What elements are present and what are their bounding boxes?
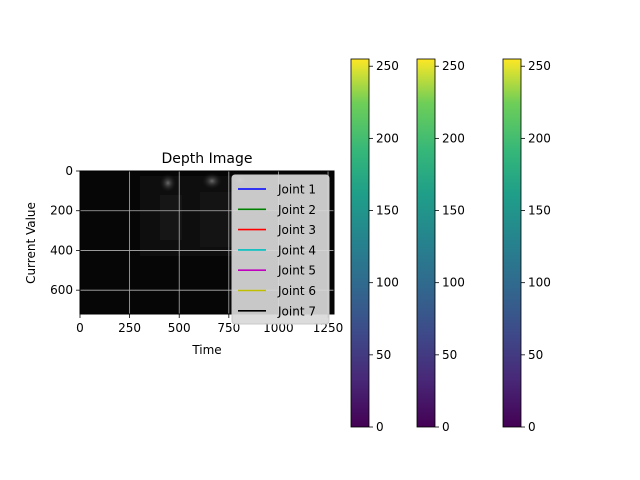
y-tick-label: 400: [50, 243, 73, 257]
colorbar-tick-label: 100: [442, 276, 465, 290]
colorbar-tick-label: 150: [528, 204, 551, 218]
depth-image-axes: Depth Image 0 250 500 750 1000 1250 020040060…: [24, 151, 343, 357]
colorbar-tick-label: 250: [376, 59, 399, 73]
y-axis-ticks: 0 200 400 600: [50, 164, 80, 297]
colorbar: 0 50 100 150 200 250: [350, 58, 399, 434]
y-tick-label: 0: [65, 164, 73, 178]
colorbar-tick-label: 200: [376, 131, 399, 145]
colorbar: 0 50 100 150 200 250: [502, 58, 551, 434]
depth-image-blob: [201, 172, 223, 190]
x-tick-label: 0: [76, 321, 84, 335]
colorbar-tick-label: 150: [376, 204, 399, 218]
chart-title: Depth Image: [162, 151, 253, 167]
y-tick-label: 200: [50, 204, 73, 218]
colorbar-tick-label: 50: [376, 348, 391, 362]
colorbar-gradient: [416, 58, 436, 428]
legend-label: Joint 2: [277, 203, 316, 217]
x-tick-label: 500: [168, 321, 191, 335]
legend: Joint 1 Joint 2 Joint 3 Joint 4 Joint 5 Joint…: [231, 174, 330, 325]
colorbar-tick-label: 200: [528, 131, 551, 145]
colorbar-tick-label: 0: [442, 420, 450, 434]
depth-image-region: [160, 195, 182, 240]
legend-label: Joint 4: [277, 243, 316, 257]
axes-frame: [79, 170, 335, 315]
legend-label: Joint 1: [277, 183, 316, 197]
legend-box: [231, 174, 330, 325]
legend-label: Joint 7: [277, 304, 316, 318]
colorbar-gradient: [350, 58, 370, 428]
x-tick-label: 750: [217, 321, 240, 335]
legend-label: Joint 5: [277, 264, 316, 278]
colorbar-tick-label: 100: [376, 276, 399, 290]
colorbar-tick-label: 200: [442, 131, 465, 145]
colorbar-tick-label: 150: [442, 204, 465, 218]
y-tick-label: 600: [50, 283, 73, 297]
x-axis-label: Time: [191, 343, 221, 357]
colorbar: 0 50 100 150 200 250: [416, 58, 465, 434]
legend-label: Joint 6: [277, 284, 316, 298]
colorbar-gradient: [502, 58, 522, 428]
colorbar-tick-label: 0: [376, 420, 384, 434]
y-axis-label: Current Value: [24, 202, 38, 284]
colorbar-tick-label: 50: [528, 348, 543, 362]
colorbar-tick-label: 100: [528, 276, 551, 290]
colorbars: 0 50 100 150 200 250 0 50 100 150 200 250 0 50 100 150 2…: [350, 58, 551, 434]
colorbar-tick-label: 250: [442, 59, 465, 73]
legend-label: Joint 3: [277, 223, 316, 237]
colorbar-tick-label: 0: [528, 420, 536, 434]
x-tick-label: 250: [118, 321, 141, 335]
depth-image-blob: [159, 173, 177, 193]
colorbar-tick-label: 50: [442, 348, 457, 362]
colorbar-tick-label: 250: [528, 59, 551, 73]
